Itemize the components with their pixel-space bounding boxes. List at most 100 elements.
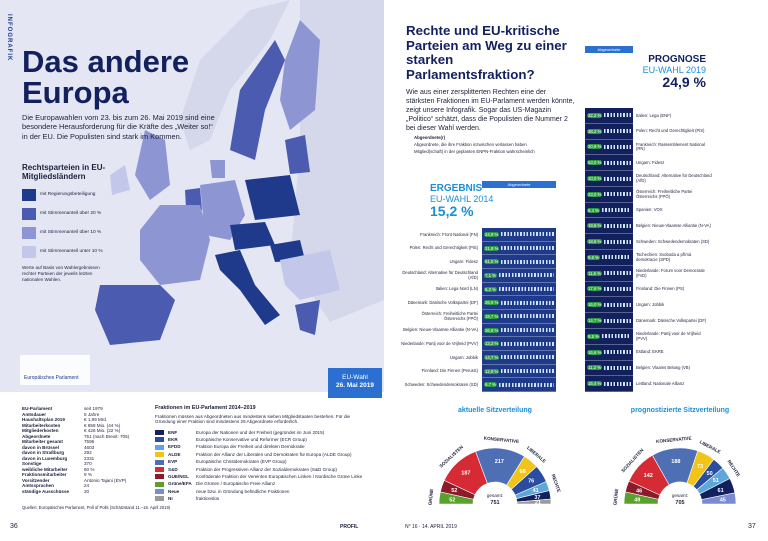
- faction-name: Fraktion der Progressiven Allianz der So…: [196, 466, 337, 472]
- fact-value: 370: [84, 461, 92, 466]
- party-share: 53,0 %: [587, 160, 603, 166]
- pictogram: [604, 192, 631, 197]
- party-share: 7,1 %: [484, 272, 497, 278]
- party-name: Tschechien: Svoboda a přímá demokracie (…: [636, 252, 692, 262]
- fact-key: Vorsitzender: [22, 477, 50, 483]
- seat-count: 49: [634, 497, 640, 503]
- fact-key: ständige Ausschüsse: [22, 488, 70, 494]
- party-row: 14,7 %: [482, 351, 556, 365]
- total-value: 751: [490, 500, 499, 506]
- legend-label: mit Stimmenanteil über 10 %: [40, 229, 102, 235]
- sweden: [230, 40, 285, 160]
- party-share: 9,7 %: [484, 382, 497, 388]
- party-name: Finnland: Die Finnen (PS): [636, 286, 685, 292]
- hungary: [270, 240, 305, 262]
- party-row: 23,0 %: [585, 187, 633, 203]
- faction-name: Konföderale Fraktion der Vereinten Europ…: [196, 474, 363, 480]
- result-2014-header: ERGEBNIS EU-WAHL 2014 15,2 %: [430, 184, 493, 219]
- pictogram: [604, 239, 631, 244]
- party-share: 10,0 %: [587, 176, 603, 182]
- faction-abbr: Grüne/EFA: [168, 481, 192, 487]
- legend-item: mit Stimmenanteil über 10 %: [22, 223, 110, 242]
- seat-count: 37: [534, 495, 540, 501]
- faction-name: Europäische Christdemokraten (EVP Group): [196, 459, 287, 465]
- party-share: 11,6 %: [587, 270, 603, 276]
- fact-value: 292: [84, 450, 92, 455]
- party-name: Estland: EKRE: [636, 349, 664, 355]
- faction-swatch: [155, 437, 164, 443]
- iberia: [95, 285, 175, 345]
- legend-item: mit Stimmenanteil unter 10 %: [22, 242, 110, 261]
- faction-swatch: [155, 452, 164, 458]
- party-share: 19,6 %: [587, 223, 603, 229]
- party-share: 16,6 %: [587, 349, 603, 355]
- group-label: KONSERVATIVE: [484, 436, 520, 445]
- faction-name: Fraktion der Allianz der Liberalen und D…: [196, 451, 352, 457]
- fact-value: € 426 Mio. (22 %): [84, 428, 121, 433]
- key-item: Abgeordnete(r): [414, 135, 446, 140]
- faction-swatch: [155, 489, 164, 495]
- party-name: Belgien: Nieuw-Vlaamse Alliantie (N-VA): [403, 327, 478, 333]
- seat-count: 46: [636, 488, 642, 494]
- source: Quellen: Europäisches Parlament, Poll of…: [22, 505, 171, 510]
- faction-name: Die Grünen / Europäische Freie Allianz: [196, 481, 276, 487]
- fact-row: davon in Luxemburg 2331: [22, 456, 150, 462]
- legend-title: Rechtsparteien in EU-Mitgliedsländern: [22, 163, 106, 181]
- pictogram: [501, 355, 554, 360]
- party-share: 19,7 %: [484, 313, 500, 319]
- party-name: Dänemark: Dänische Volkspartei (DF): [407, 299, 478, 305]
- party-row: 20,9 %: [585, 140, 633, 156]
- legend-label: mit Stimmenanteil über 20 %: [40, 210, 102, 216]
- faction-name: fraktionslos: [196, 496, 220, 502]
- seat-count: 41: [533, 488, 539, 494]
- pictogram: [604, 271, 631, 276]
- baltics: [285, 135, 310, 174]
- party-name: Niederlande: Partij voor de Vrijheid (PV…: [401, 340, 478, 346]
- seat-count: 52: [449, 497, 455, 503]
- party-row: 17,6 %: [585, 282, 633, 298]
- pictogram: [604, 302, 631, 307]
- party-name: Dänemark: Dänische Volkspartei (DF): [636, 317, 707, 323]
- party-share: 14,7 %: [587, 318, 603, 324]
- party-share: 16,0 %: [587, 302, 603, 308]
- fact-row: ständige Ausschüsse 20: [22, 489, 150, 495]
- group-label: KONSERVATIVE: [656, 436, 692, 444]
- party-share: 13,3 %: [484, 341, 500, 347]
- party-share: 9,5 %: [587, 333, 600, 339]
- fact-key: Sonstige: [22, 461, 42, 466]
- party-name: Polen: Recht und Gerechtigkeit (PiS): [636, 128, 705, 134]
- factions-intro: Fraktionen müssen aus Abgeordneten aus m…: [155, 413, 351, 425]
- fact-value: 7596: [84, 439, 95, 444]
- faction-item: GUE/NGL Konföderale Fraktion der Vereinte…: [155, 473, 370, 480]
- ireland: [110, 165, 130, 195]
- seat-chart-title: prognostizierte Sitzverteilung: [631, 407, 729, 414]
- fact-row: Amtsdauer 5 Jahre: [22, 412, 150, 418]
- party-name: Finnland: Die Finnen (PerusS): [421, 368, 478, 374]
- fact-row: davon in Straßburg 292: [22, 450, 150, 456]
- pictogram: [499, 382, 554, 387]
- party-row: 16,6 %: [585, 345, 633, 361]
- party-name: Niederlande: Forum voor Democratie (FvD): [636, 268, 705, 278]
- fact-key: weibliche Mitarbeiter: [22, 466, 68, 472]
- party-row: 26,6 %: [482, 296, 556, 311]
- pictogram: [604, 350, 631, 355]
- result-column: 24,9 % 31,8 % 51,5 % 7,1 % 6,2 % 26,6 % 19,7 %…: [482, 228, 556, 393]
- pictogram: [604, 113, 631, 118]
- party-row: 19,7 %: [482, 310, 556, 324]
- right-intro: Wie aus einer zersplitterten Rechten ein…: [406, 89, 575, 132]
- pictogram: [602, 334, 631, 339]
- pictogram: [604, 144, 631, 149]
- party-share: 51,5 %: [484, 259, 500, 265]
- intro: Die Europawahlen vom 23. bis zum 26. Mai…: [22, 113, 215, 141]
- seat-count: 217: [495, 459, 504, 465]
- pictogram: [604, 286, 631, 291]
- faction-item: NI fraktionslos: [155, 495, 370, 502]
- fact-row: Mitgliederkosten € 426 Mio. (22 %): [22, 428, 150, 434]
- norway: [180, 0, 290, 150]
- fact-row: Mitarbeiter gesamt 7596: [22, 439, 150, 445]
- legend-swatch: [22, 207, 36, 220]
- faction-item: EKR Europäische Konservative und Reformer…: [155, 436, 370, 443]
- seat-segment: [516, 498, 552, 505]
- result-share: 15,2 %: [430, 203, 474, 219]
